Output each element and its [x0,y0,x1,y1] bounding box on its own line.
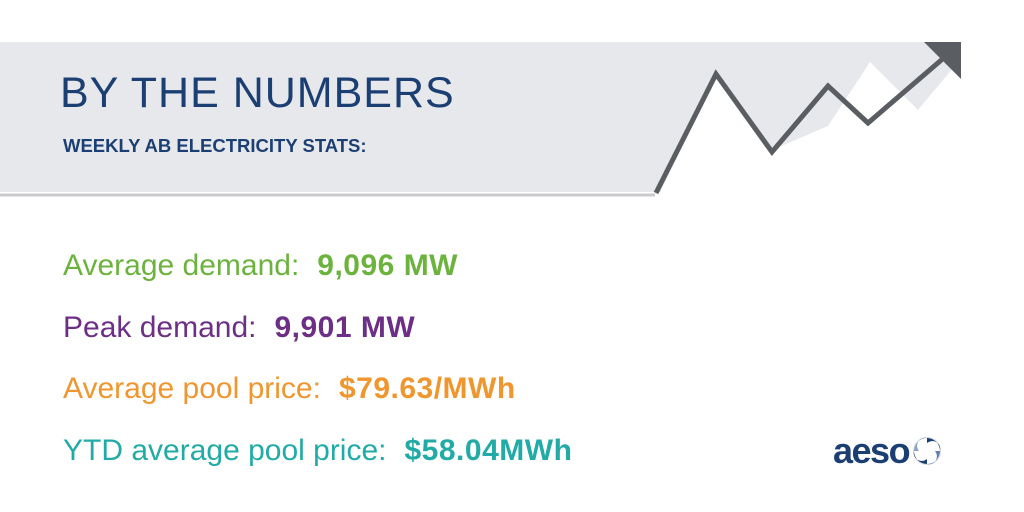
swirl-emblem-icon [913,437,942,465]
stat-label: YTD average pool price: [63,434,387,467]
stat-label: Peak demand: [63,311,257,344]
stat-average-demand: Average demand: 9,096 MW [63,251,458,281]
header-banner [0,42,961,197]
stat-label: Average pool price: [63,372,321,405]
stat-peak-demand: Peak demand: 9,901 MW [63,313,415,343]
stat-value: 9,096 MW [317,249,458,282]
stat-value: $58.04MWh [404,434,573,467]
stat-average-pool-price: Average pool price: $79.63/MWh [63,374,516,404]
stat-value: $79.63/MWh [338,372,516,405]
page-title: BY THE NUMBERS [60,69,455,117]
rising-zigzag-arrow-icon [653,42,961,195]
page-subtitle: WEEKLY AB ELECTRICITY STATS: [63,135,367,156]
stat-value: 9,901 MW [274,311,416,344]
aeso-logo: aeso [833,432,942,470]
logo-wordmark: aeso [833,430,911,471]
stat-label: Average demand: [63,249,300,282]
stat-ytd-average-pool-price: YTD average pool price: $58.04MWh [63,436,572,466]
